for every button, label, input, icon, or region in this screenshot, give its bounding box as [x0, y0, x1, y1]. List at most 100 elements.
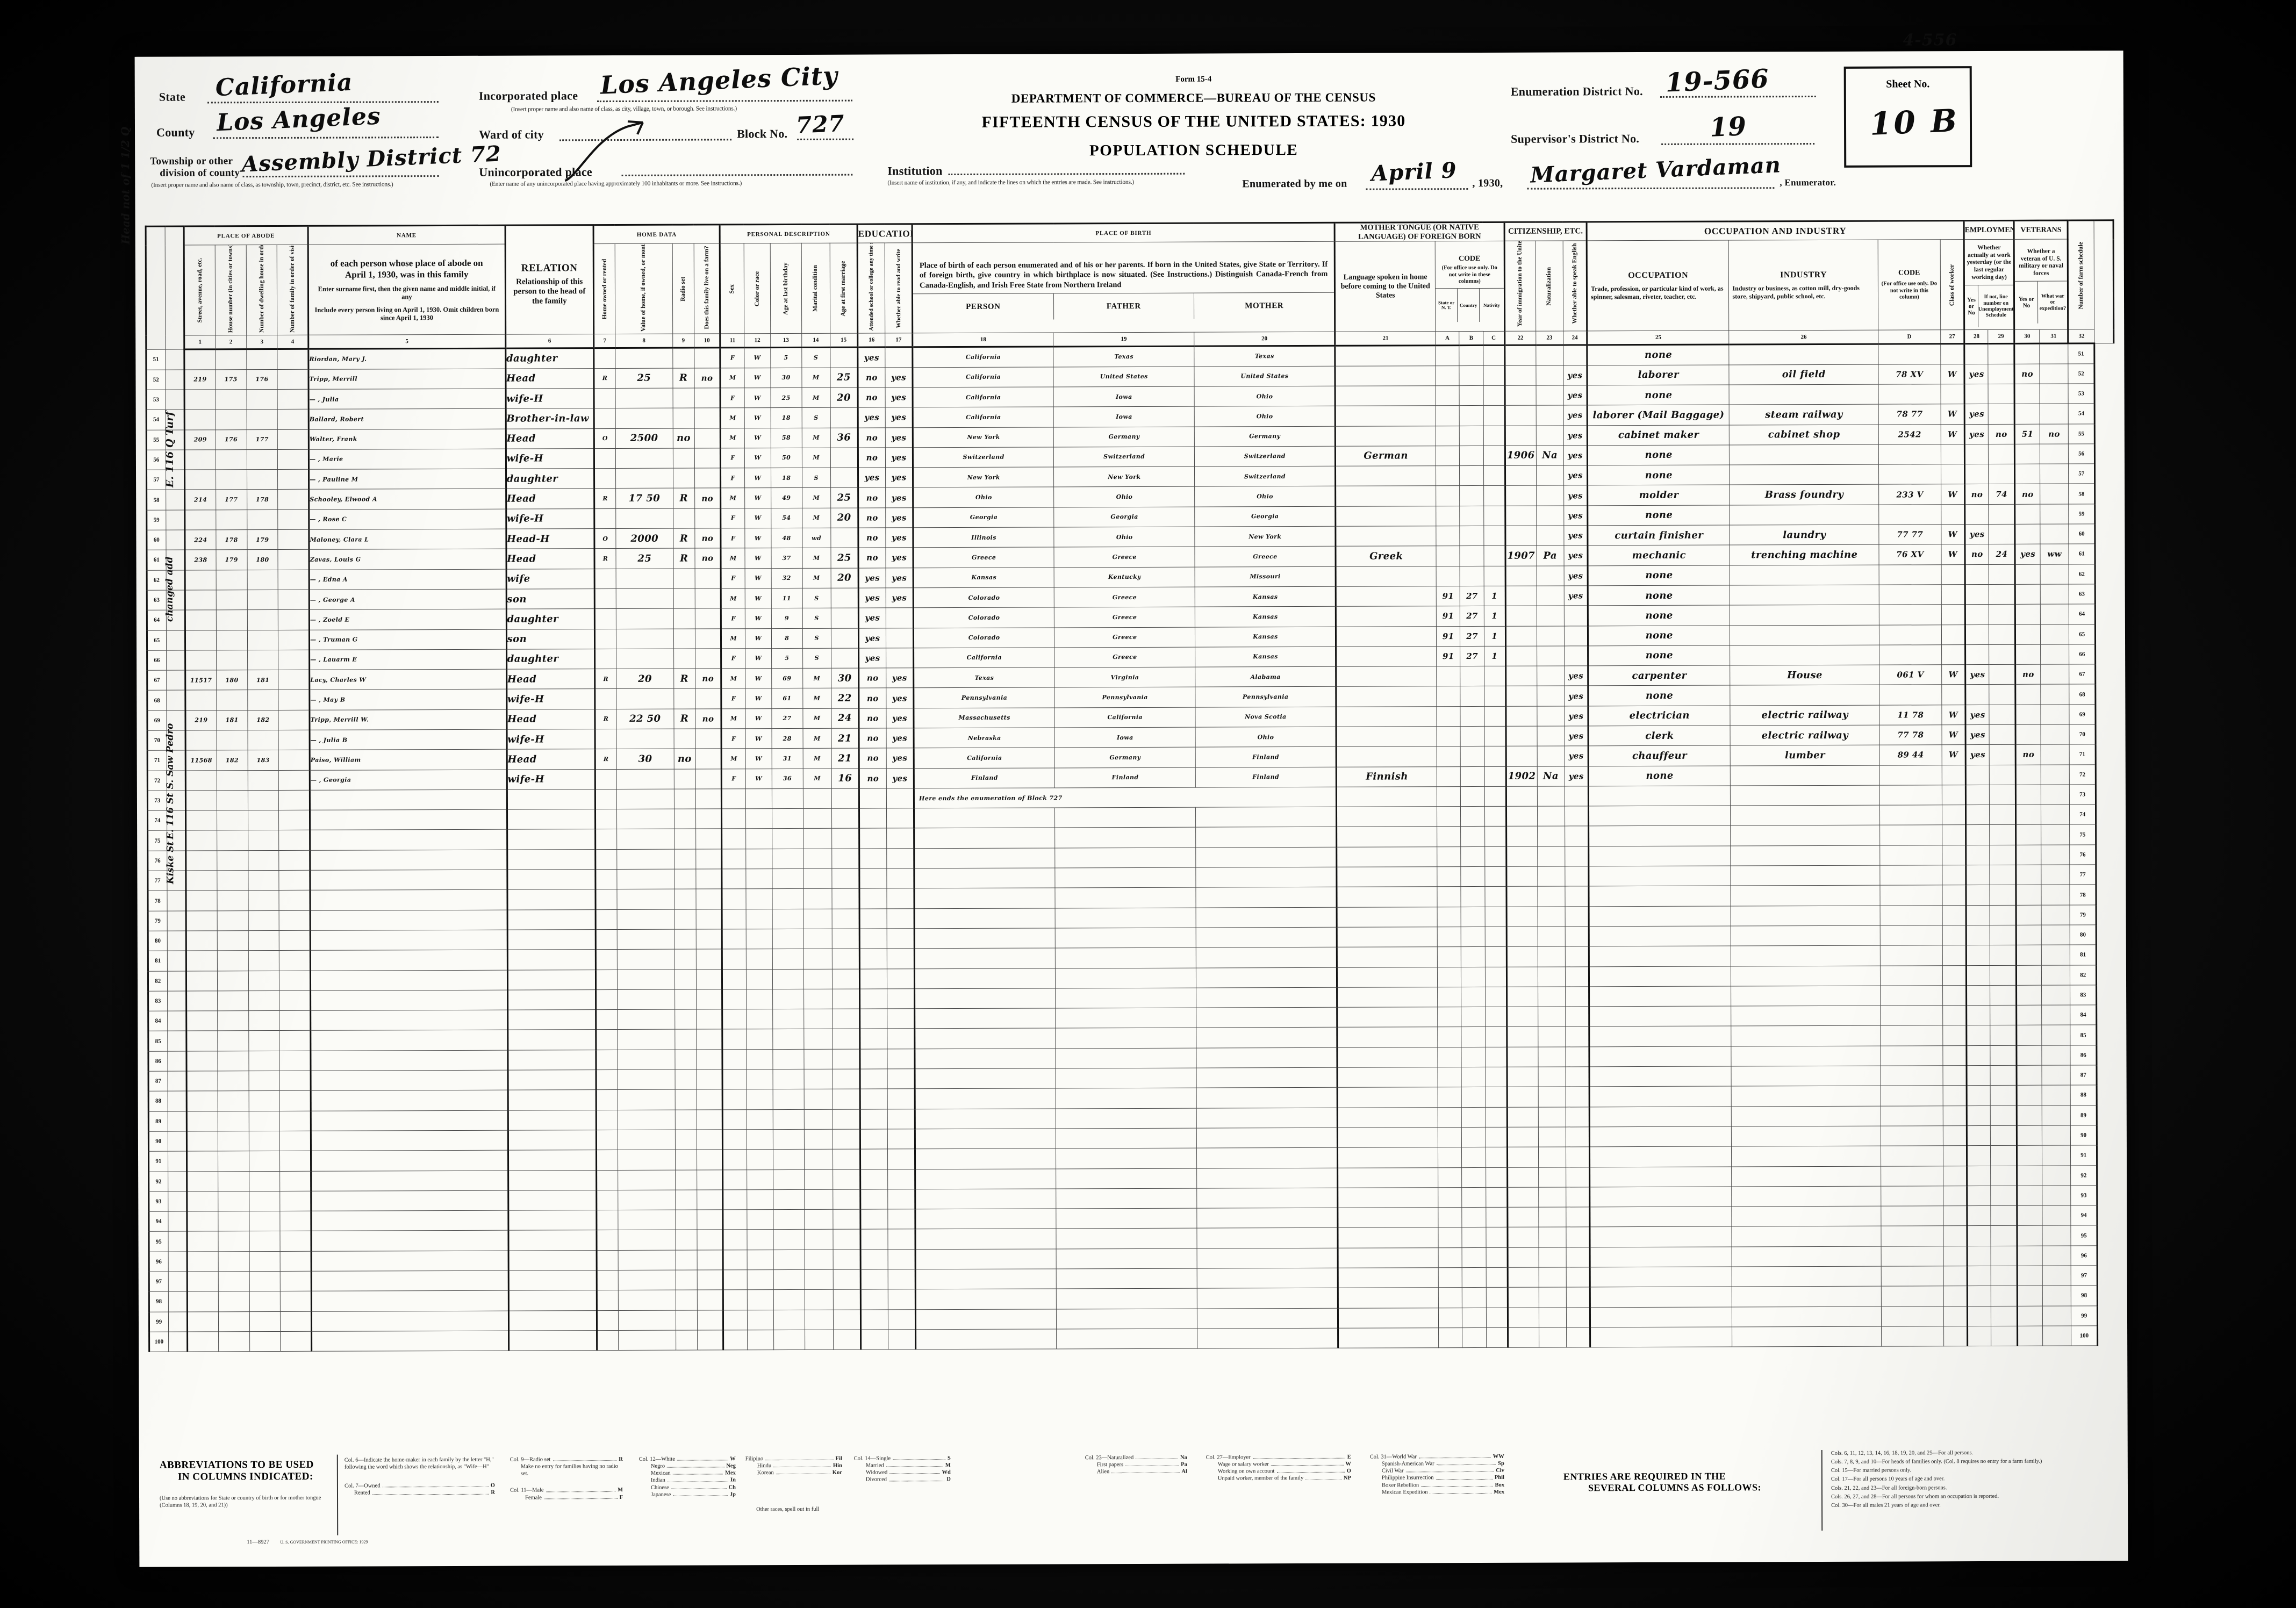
cell-street[interactable] [185, 870, 217, 891]
cell-language[interactable] [1335, 405, 1436, 426]
cell-fam[interactable] [279, 1051, 311, 1071]
cell-class[interactable]: W [1941, 664, 1965, 685]
cell-work_yes[interactable] [1966, 965, 1991, 986]
cell-house[interactable] [217, 810, 248, 831]
cell-codeD[interactable] [1881, 1266, 1943, 1287]
cell-marital[interactable] [803, 828, 832, 849]
cell-codeC[interactable] [1486, 1267, 1508, 1288]
cell-codeD[interactable] [1879, 845, 1942, 866]
cell-sex[interactable] [722, 969, 747, 989]
cell-dwell[interactable] [249, 1331, 281, 1352]
cell-war[interactable] [2042, 1145, 2071, 1166]
cell-fam[interactable] [279, 870, 311, 891]
cell-agefirst[interactable]: 20 [830, 507, 858, 528]
cell-war[interactable] [2041, 764, 2070, 785]
cell-industry[interactable] [1730, 765, 1880, 786]
cell-industry[interactable] [1731, 825, 1880, 846]
cell-codeA[interactable]: 91 [1436, 646, 1461, 666]
cell-codeC[interactable] [1485, 1026, 1507, 1047]
cell-house[interactable] [215, 349, 247, 370]
cell-work_yes[interactable] [1965, 824, 1990, 845]
cell-marital[interactable]: M [801, 367, 830, 388]
cell-radio[interactable] [674, 829, 696, 849]
cell-marital[interactable] [803, 849, 832, 869]
cell-relation[interactable] [508, 1170, 597, 1190]
cell-pob_father[interactable] [1055, 928, 1196, 949]
cell-imm_year[interactable] [1505, 666, 1537, 686]
cell-sex[interactable] [722, 1069, 747, 1090]
cell-agefirst[interactable]: 22 [831, 688, 859, 708]
cell-occupation[interactable]: none [1588, 625, 1731, 646]
cell-name[interactable]: Walter, Frank [308, 428, 506, 450]
cell-occupation[interactable] [1589, 1006, 1732, 1027]
cell-imm_year[interactable] [1506, 1067, 1538, 1087]
cell-imm_year[interactable] [1508, 1267, 1539, 1288]
cell-class[interactable] [1943, 1145, 1967, 1166]
cell-marital[interactable] [803, 1109, 833, 1130]
cell-relation[interactable]: daughter [505, 348, 594, 369]
cell-codeA[interactable]: 91 [1436, 586, 1460, 606]
cell-language[interactable] [1335, 385, 1436, 406]
cell-school[interactable] [860, 1329, 888, 1350]
cell-work_line[interactable] [1990, 1005, 2017, 1025]
cell-age[interactable]: 18 [771, 468, 802, 489]
cell-language[interactable]: German [1335, 446, 1436, 466]
cell-street[interactable]: 219 [184, 369, 216, 390]
cell-farm[interactable]: no [695, 668, 722, 689]
cell-sex[interactable] [722, 889, 746, 909]
cell-radio[interactable] [675, 1250, 697, 1270]
cell-codeD[interactable] [1881, 1205, 1943, 1226]
cell-dwell[interactable]: 179 [247, 529, 278, 550]
cell-natz[interactable] [1538, 1187, 1566, 1208]
cell-school[interactable] [860, 1309, 888, 1330]
cell-value[interactable] [616, 809, 675, 829]
cell-english[interactable] [1566, 1267, 1590, 1288]
cell-pob_mother[interactable] [1197, 1188, 1338, 1209]
cell-race[interactable] [745, 788, 772, 809]
cell-relation[interactable]: wife-H [506, 508, 594, 529]
cell-farm[interactable] [695, 728, 722, 749]
cell-occupation[interactable]: electrician [1588, 705, 1731, 726]
cell-english[interactable]: yes [1563, 525, 1588, 546]
cell-natz[interactable] [1536, 485, 1564, 506]
cell-work_yes[interactable] [1967, 1165, 1991, 1186]
cell-value[interactable] [618, 1089, 675, 1110]
cell-name[interactable] [311, 1130, 508, 1151]
cell-imm_year[interactable]: 1907 [1505, 545, 1537, 566]
cell-codeA[interactable] [1438, 1067, 1462, 1088]
cell-natz[interactable] [1537, 645, 1565, 666]
cell-relation[interactable] [508, 1310, 597, 1331]
cell-name[interactable]: — , Zoeld E [309, 609, 507, 630]
cell-sex[interactable]: F [721, 508, 745, 528]
cell-relation[interactable] [507, 970, 596, 990]
cell-name[interactable] [311, 1290, 509, 1311]
cell-own[interactable] [595, 729, 617, 749]
cell-codeC[interactable] [1484, 846, 1506, 867]
cell-industry[interactable]: electric railway [1730, 725, 1880, 746]
cell-work_yes[interactable] [1967, 1106, 1991, 1126]
cell-dwell[interactable]: 177 [246, 429, 278, 450]
cell-war[interactable] [2040, 524, 2069, 544]
cell-work_yes[interactable] [1967, 1205, 1991, 1226]
cell-radio[interactable]: R [673, 528, 695, 549]
cell-vet[interactable] [2017, 1326, 2043, 1346]
cell-war[interactable] [2042, 1125, 2071, 1146]
cell-language[interactable] [1338, 1167, 1438, 1188]
cell-codeA[interactable] [1438, 1227, 1462, 1248]
cell-class[interactable] [1943, 1166, 1967, 1186]
cell-agefirst[interactable]: 21 [831, 748, 859, 769]
cell-own[interactable] [595, 949, 618, 970]
cell-relation[interactable] [507, 1110, 597, 1131]
cell-natz[interactable] [1537, 706, 1565, 727]
cell-codeA[interactable]: 91 [1436, 626, 1460, 647]
cell-marital[interactable]: M [802, 708, 831, 729]
cell-work_line[interactable] [1990, 1145, 2017, 1166]
cell-agefirst[interactable] [832, 988, 860, 1009]
cell-marital[interactable]: M [802, 548, 831, 569]
cell-rw[interactable] [885, 347, 913, 368]
cell-sex[interactable] [722, 1149, 747, 1170]
cell-farm[interactable] [696, 989, 723, 1010]
cell-house[interactable] [217, 1031, 249, 1051]
cell-race[interactable] [747, 1230, 773, 1250]
cell-pob_father[interactable]: Greece [1054, 627, 1195, 648]
